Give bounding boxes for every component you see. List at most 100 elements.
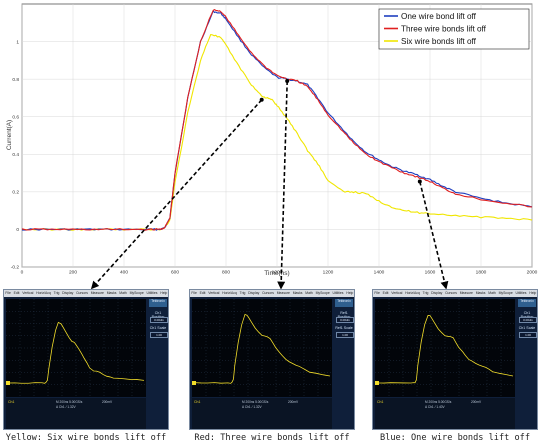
scope-menu-item[interactable]: Cursors (445, 291, 457, 295)
scope-channel-label: Ch1 (194, 400, 201, 404)
scope-position-value[interactable]: 0.00div (336, 317, 354, 323)
legend: One wire bond lift off Three wire bonds l… (378, 8, 530, 50)
x-tick-label: 1000 (272, 270, 283, 276)
x-tick-label: 400 (120, 270, 128, 276)
scope-menu-item[interactable]: Vertical (208, 291, 220, 295)
scope-menu-item[interactable]: Vertical (391, 291, 403, 295)
scope-menu-item[interactable]: Trig (422, 291, 429, 295)
scope-side-panel: Tektronix Ref1 Position 0.00div Ref1 Sca… (334, 299, 354, 397)
y-tick-label: 1 (16, 39, 19, 45)
scope-menu-item[interactable]: Horiz/Acq (36, 291, 51, 295)
scope-timebase: M 200ns 5.00GS/s (425, 400, 452, 404)
scope-menu-item[interactable]: Cursors (76, 291, 88, 295)
scope-menu-item[interactable]: Utilities (146, 291, 158, 295)
scope-panel-yellow: File Edit Vertical Horiz/Acq Trig Display Curs… (3, 289, 169, 430)
scope-timebase: M 200ns 5.00GS/s (56, 400, 83, 404)
scope-menu-item[interactable]: Edit (13, 291, 20, 295)
legend-label: Six wire bonds lift off (401, 37, 477, 46)
scope-menu-item[interactable]: File (191, 291, 197, 295)
x-tick-label: 200 (69, 270, 77, 276)
scope-menu-item[interactable]: Cursors (262, 291, 274, 295)
scope-scale-value[interactable]: 1.00 (150, 332, 168, 338)
scope-menu-item[interactable]: Utilities (515, 291, 527, 295)
scope-menu-item[interactable]: Horiz/Acq (222, 291, 237, 295)
scope-menu-item[interactable]: Utilities (332, 291, 344, 295)
scope-brand-badge[interactable]: Tektronix (518, 299, 536, 307)
scope-trigger: A Ch1 / 1.32V (242, 405, 262, 409)
scope-brand-badge[interactable]: Tektronix (335, 299, 353, 307)
scope-menu-item[interactable]: File (5, 291, 11, 295)
y-tick-label: 0.4 (12, 152, 19, 158)
scope-channel-marker (192, 381, 196, 385)
scope-menu-item[interactable]: Edit (199, 291, 206, 295)
scope-scale-value[interactable]: 1.00 (336, 332, 354, 338)
arrows (90, 79, 449, 290)
scope-menu-item[interactable]: Measure (276, 291, 290, 295)
x-tick-label: 1800 (476, 270, 487, 276)
scope-menu-item[interactable]: MyScope (498, 291, 513, 295)
scope-channel-label: Ch1 (8, 400, 15, 404)
scope-menubar: File Edit Vertical Horiz/Acq Trig Display Curs… (4, 290, 168, 297)
scope-menu-item[interactable]: Display (62, 291, 74, 295)
scope-scale-label: Ch1 Scale (149, 326, 167, 330)
y-tick-label: 0.2 (12, 190, 19, 196)
scope-menu-item[interactable]: Edit (382, 291, 389, 295)
scope-screen (192, 299, 332, 397)
scope-menu-item[interactable]: Math (305, 291, 313, 295)
scope-menu-item[interactable]: Display (248, 291, 260, 295)
scope-menu-item[interactable]: MyScope (315, 291, 330, 295)
scope-position-value[interactable]: 0.00div (519, 317, 537, 323)
scope-menu-item[interactable]: Masks (106, 291, 117, 295)
scope-menu-item[interactable]: Math (119, 291, 127, 295)
series-line-1 (21, 10, 533, 231)
scope-menu-item[interactable]: Help (160, 291, 168, 295)
y-axis-label: Current(A) (6, 120, 13, 150)
scope-menu-item[interactable]: Horiz/Acq (405, 291, 420, 295)
scope-menu-item[interactable]: Measure (90, 291, 104, 295)
scope-menu-item[interactable]: Trig (239, 291, 246, 295)
legend-label: Three wire bonds lift off (401, 24, 487, 33)
scope-menubar: File Edit Vertical Horiz/Acq Trig Display Curs… (373, 290, 537, 297)
scope-menu-item[interactable]: Measure (459, 291, 473, 295)
axis-ticks: 0 200 400 600 800 1000 1200 1400 1600 1800 2000 -0.… (11, 39, 538, 275)
x-tick-label: 0 (21, 270, 24, 276)
scope-footer: Ch1 M 200ns 5.00GS/s A Ch1 / 1.32V 200mV (6, 398, 146, 429)
scope-side-panel: Tektronix Ch1 Position 0.00div Ch1 Scale… (148, 299, 168, 397)
scope-brand-badge[interactable]: Tektronix (149, 299, 167, 307)
scope-menu-item[interactable]: Display (431, 291, 443, 295)
dashed-arrow (277, 80, 288, 290)
scope-menu-item[interactable]: Vertical (22, 291, 34, 295)
scope-trace (376, 315, 514, 384)
scope-vscale: 200mV (471, 400, 482, 404)
scope-menu-item[interactable]: Math (488, 291, 496, 295)
scope-side-panel: Tektronix Ch1 Position 0.00div Ch1 Scale… (517, 299, 537, 397)
scope-menu-item[interactable]: File (374, 291, 380, 295)
series-lines (21, 9, 533, 231)
scope-channel-marker (6, 381, 10, 385)
y-tick-label: 0 (16, 227, 19, 233)
x-tick-label: 1400 (374, 270, 385, 276)
x-tick-label: 1200 (323, 270, 334, 276)
scope-scale-value[interactable]: 1.00 (519, 332, 537, 338)
series-line-2 (21, 9, 533, 231)
scope-timebase: M 200ns 5.00GS/s (242, 400, 269, 404)
scope-menu-item[interactable]: MyScope (129, 291, 144, 295)
x-tick-label: 1600 (425, 270, 436, 276)
scope-menu-item[interactable]: Help (529, 291, 537, 295)
scope-menu-item[interactable]: Masks (475, 291, 486, 295)
scope-vscale: 200mV (288, 400, 299, 404)
scope-channel-marker (375, 381, 379, 385)
scope-menu-item[interactable]: Masks (292, 291, 303, 295)
y-tick-label: 0.8 (12, 77, 19, 83)
scope-vscale: 200mV (102, 400, 113, 404)
scope-menu-item[interactable]: Trig (53, 291, 60, 295)
scope-position-value[interactable]: 0.00div (150, 317, 168, 323)
scope-panel-red: File Edit Vertical Horiz/Acq Trig Display Curs… (189, 289, 355, 430)
scope-menu-item[interactable]: Help (346, 291, 354, 295)
scope-scale-label: Ch1 Scale (518, 326, 536, 330)
x-tick-label: 2000 (527, 270, 538, 276)
scope-trace (7, 321, 145, 384)
x-tick-label: 800 (222, 270, 230, 276)
y-tick-label: 0.6 (12, 114, 19, 120)
caption-blue: Blue: One wire bonds lift off (379, 433, 531, 443)
